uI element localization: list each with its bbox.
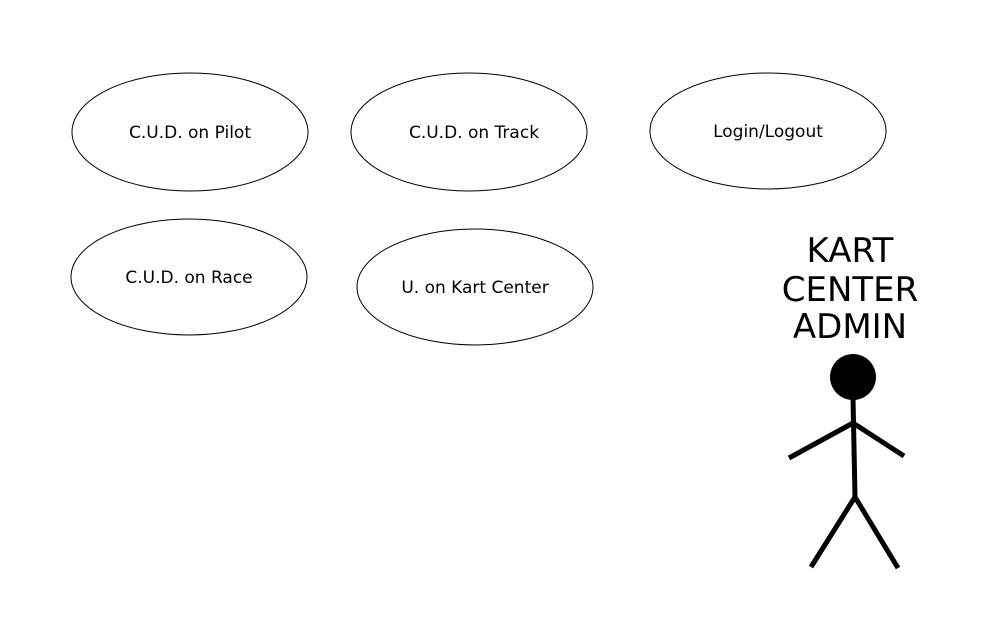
actor-body	[850, 397, 858, 498]
use-case-label: Login/Logout	[713, 122, 823, 142]
actor-left-arm	[787, 420, 855, 461]
actor-label-line-2: CENTER	[782, 270, 919, 310]
actor-right-arm	[851, 420, 906, 459]
actor-label-line-3: ADMIN	[793, 307, 907, 347]
use-case-label: C.U.D. on Track	[409, 123, 539, 143]
use-case-ellipse	[649, 72, 887, 190]
actor-left-leg	[808, 495, 858, 569]
actor-right-leg	[852, 495, 901, 570]
use-case-label: U. on Kart Center	[401, 278, 548, 298]
actor-head	[830, 354, 876, 400]
use-case-ellipse	[70, 218, 308, 336]
use-case-label: C.U.D. on Race	[125, 268, 252, 288]
use-case-ellipse	[71, 72, 309, 192]
actor-label-line-1: KART	[807, 231, 894, 271]
use-case-login-logout[interactable]: Login/Logout	[649, 72, 887, 190]
use-case-cud-track[interactable]: C.U.D. on Track	[350, 72, 588, 192]
use-case-u-kart-center[interactable]: U. on Kart Center	[356, 228, 594, 346]
use-case-cud-pilot[interactable]: C.U.D. on Pilot	[71, 72, 309, 192]
use-case-ellipse	[356, 228, 594, 346]
use-case-label: C.U.D. on Pilot	[129, 123, 251, 143]
stick-figure-icon	[787, 354, 906, 570]
actor-kart-center-admin[interactable]: KART CENTER ADMIN	[782, 231, 919, 570]
use-case-cud-race[interactable]: C.U.D. on Race	[70, 218, 308, 336]
use-case-ellipse	[350, 72, 588, 192]
